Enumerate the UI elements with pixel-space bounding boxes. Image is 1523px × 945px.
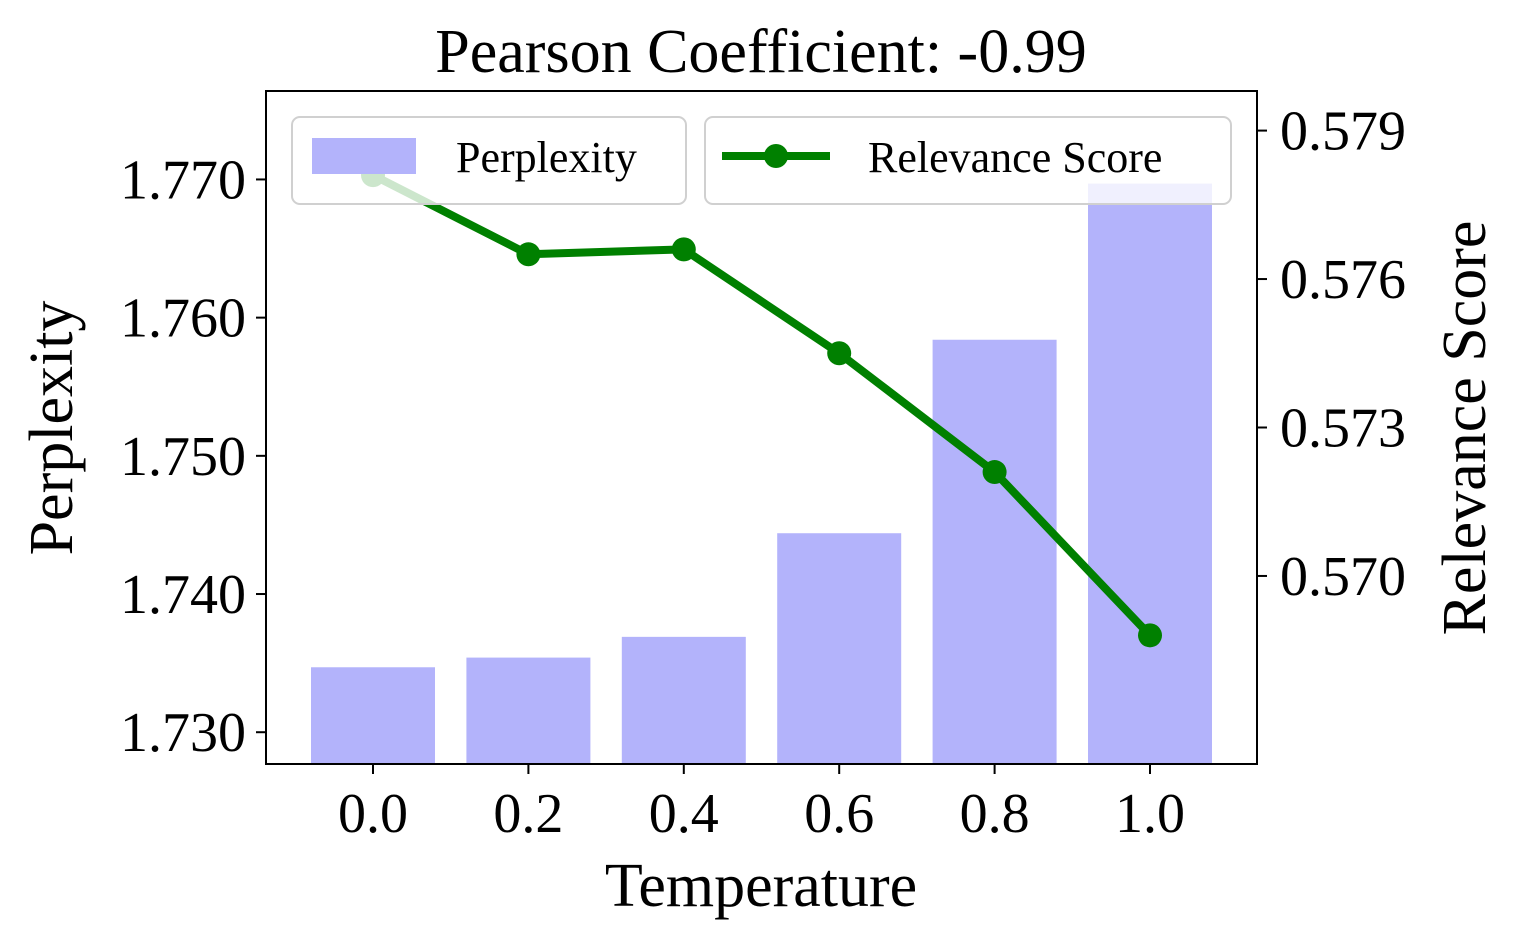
x-axis: 0.0 0.2 0.4 0.6 0.8 1.0 xyxy=(338,764,1185,845)
bar-perplexity-0.4 xyxy=(621,636,746,764)
point-relevance-0.4 xyxy=(671,237,696,262)
legend-swatch-relevance-marker xyxy=(764,144,788,168)
x-tick-label: 0.8 xyxy=(960,783,1030,845)
point-relevance-0.8 xyxy=(982,460,1007,485)
bars-layer xyxy=(311,183,1212,764)
chart-title: Pearson Coefficient: -0.99 xyxy=(435,18,1086,86)
bar-perplexity-1.0 xyxy=(1088,183,1212,764)
bar-perplexity-0.0 xyxy=(311,667,435,764)
legend-label-perplexity: Perplexity xyxy=(456,133,637,182)
y-left-tick-label: 1.750 xyxy=(120,426,246,488)
legend-label-relevance: Relevance Score xyxy=(868,133,1162,182)
y-right-tick-label: 0.576 xyxy=(1280,249,1406,311)
y-axis-left-label: Perplexity xyxy=(18,301,86,556)
x-tick-label: 1.0 xyxy=(1115,783,1185,845)
x-axis-label: Temperature xyxy=(605,852,917,920)
bar-perplexity-0.8 xyxy=(932,339,1057,764)
x-tick-label: 0.2 xyxy=(493,783,563,845)
legend-box-relevance xyxy=(704,116,1232,205)
line-relevance-score xyxy=(369,171,1154,640)
point-relevance-0.6 xyxy=(827,341,852,366)
y-axis-right: 0.570 0.573 0.576 0.579 xyxy=(1257,101,1406,608)
y-axis-left: 1.730 1.740 1.750 1.760 1.770 xyxy=(120,149,266,764)
bar-perplexity-0.2 xyxy=(466,657,591,764)
y-left-tick-label: 1.770 xyxy=(120,149,246,211)
y-right-tick-label: 0.570 xyxy=(1280,546,1406,608)
y-left-tick-label: 1.730 xyxy=(120,702,246,764)
x-tick-label: 0.4 xyxy=(649,783,719,845)
y-left-tick-label: 1.740 xyxy=(120,564,246,626)
x-tick-label: 0.0 xyxy=(338,783,408,845)
x-tick-label: 0.6 xyxy=(804,783,874,845)
legend: Perplexity Relevance Score xyxy=(291,116,1232,205)
y-axis-right-label: Relevance Score xyxy=(1431,221,1499,636)
y-left-tick-label: 1.760 xyxy=(120,288,246,350)
legend-swatch-perplexity xyxy=(312,138,416,174)
bar-perplexity-0.6 xyxy=(777,533,902,764)
point-relevance-0.2 xyxy=(516,242,541,267)
y-right-tick-label: 0.579 xyxy=(1280,101,1406,163)
y-right-tick-label: 0.573 xyxy=(1280,398,1406,460)
point-relevance-1.0 xyxy=(1138,623,1162,648)
